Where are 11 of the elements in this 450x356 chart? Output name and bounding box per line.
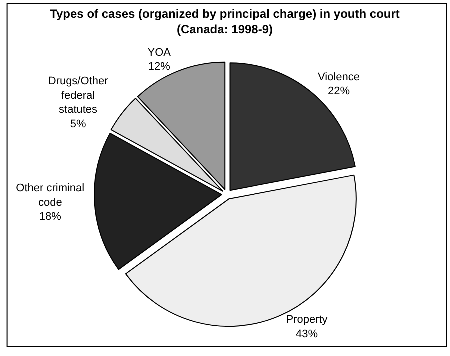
slice-label: Property bbox=[286, 314, 328, 326]
slice-label: Drugs/Other federal statutes bbox=[48, 76, 109, 116]
data-label: 43% bbox=[296, 328, 318, 340]
slice-label: YOA bbox=[148, 46, 172, 59]
data-label: 12% bbox=[148, 61, 171, 74]
data-label: 22% bbox=[328, 86, 350, 98]
data-label: 18% bbox=[39, 211, 62, 224]
slice-label: Violence bbox=[318, 71, 360, 84]
chart-title: Types of cases (organized by principal charge) in youth court (Canada: 1998-9) bbox=[50, 6, 400, 36]
data-label: 5% bbox=[70, 118, 86, 130]
slice-label: Other criminal code bbox=[16, 182, 85, 209]
